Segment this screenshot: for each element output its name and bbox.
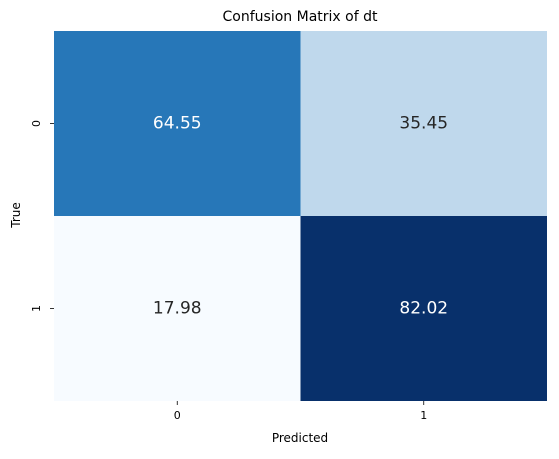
heatmap-cells	[54, 31, 547, 401]
cell-value-label-0-1: 35.45	[399, 114, 448, 134]
y-tick-label-1: 1	[30, 305, 43, 312]
x-tick-label-1: 1	[420, 409, 427, 422]
chart-title: Confusion Matrix of dt	[223, 9, 378, 25]
cell-value-label-0-0: 64.55	[153, 114, 202, 134]
x-axis-label: Predicted	[272, 431, 328, 445]
cell-value-label-1-0: 17.98	[153, 299, 202, 319]
x-tick-label-0: 0	[174, 409, 181, 422]
cell-value-label-1-1: 82.02	[399, 299, 448, 319]
y-axis-label: True	[9, 202, 23, 229]
y-tick-label-0: 0	[30, 120, 43, 127]
y-axis-ticks: 01	[30, 120, 54, 312]
